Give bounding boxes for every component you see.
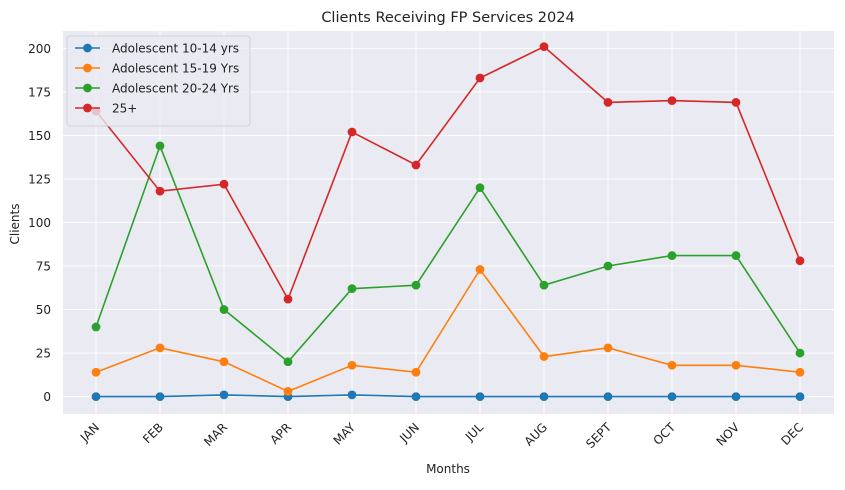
data-point: [347, 284, 357, 294]
legend-item: Adolescent 10-14 yrs: [75, 42, 239, 56]
legend-marker: [83, 43, 92, 53]
x-tick-label: MAR: [201, 420, 230, 449]
x-tick-label: FEB: [140, 420, 166, 446]
data-point: [155, 141, 165, 151]
data-point: [475, 392, 485, 401]
data-point: [219, 357, 229, 367]
data-point: [411, 280, 421, 290]
x-tick-label: SEPT: [583, 420, 614, 451]
data-point: [731, 360, 741, 370]
series-line: [95, 45, 801, 301]
data-point: [155, 343, 165, 353]
data-point: [795, 256, 805, 266]
data-point: [603, 392, 613, 401]
data-point: [219, 179, 229, 189]
data-point: [347, 390, 357, 400]
data-point: [283, 357, 293, 367]
y-axis-ticks: 0 25 50 75 100 125 150 175 200: [28, 42, 51, 404]
legend-marker: [83, 63, 92, 73]
x-axis-ticks: JAN FEB MAR APR MAY JUN JUL AUG SEPT OCT NOV DEC: [77, 420, 806, 452]
data-point: [347, 127, 357, 137]
data-point: [155, 186, 165, 196]
data-point: [539, 352, 549, 361]
x-tick-label: JUL: [462, 420, 486, 444]
data-point: [795, 367, 805, 377]
data-point: [603, 343, 613, 353]
data-point: [219, 390, 229, 400]
legend-label: 25+: [112, 102, 137, 116]
y-tick-label: 0: [43, 390, 51, 404]
data-point: [155, 392, 165, 401]
series-2: [91, 265, 805, 396]
data-point: [91, 392, 101, 401]
x-tick-label: AUG: [522, 420, 550, 448]
legend-marker: [83, 83, 92, 93]
legend: Adolescent 10-14 yrs Adolescent 15-19 Yrs…: [66, 35, 251, 127]
data-point: [475, 265, 485, 274]
data-point: [731, 97, 741, 107]
x-tick-label: NOV: [714, 420, 743, 449]
data-point: [283, 294, 293, 304]
data-point: [219, 305, 229, 314]
data-point: [475, 183, 485, 193]
data-point: [603, 97, 613, 107]
data-point: [411, 392, 421, 401]
data-point: [795, 348, 805, 358]
data-point: [475, 73, 485, 83]
x-tick-label: JAN: [77, 420, 102, 445]
data-point: [347, 360, 357, 370]
legend-item: 25+: [75, 102, 137, 116]
y-axis-label: Clients: [8, 204, 22, 245]
series-line: [95, 143, 801, 363]
x-tick-label: MAY: [331, 420, 359, 448]
legend-label: Adolescent 10-14 yrs: [112, 42, 239, 56]
data-point: [411, 367, 421, 377]
y-tick-label: 100: [28, 216, 51, 230]
data-point: [603, 261, 613, 271]
x-tick-label: JUN: [396, 420, 422, 446]
series-3: [91, 141, 805, 367]
data-point: [91, 322, 101, 332]
x-tick-label: OCT: [650, 420, 678, 448]
series-line: [96, 394, 800, 398]
x-tick-label: DEC: [778, 420, 806, 448]
chart-title: Clients Receiving FP Services 2024: [321, 10, 574, 26]
legend-label: Adolescent 15-19 Yrs: [112, 62, 239, 76]
data-point: [667, 251, 677, 260]
legend-label: Adolescent 20-24 Yrs: [112, 82, 239, 96]
data-point: [667, 96, 677, 106]
data-point: [731, 251, 741, 260]
data-point: [411, 160, 421, 170]
series-group: [91, 42, 805, 401]
legend-item: Adolescent 15-19 Yrs: [75, 62, 239, 76]
data-point: [795, 392, 805, 401]
y-tick-label: 25: [36, 347, 51, 361]
data-point: [91, 367, 101, 377]
legend-box: [66, 35, 251, 127]
data-point: [539, 280, 549, 290]
y-tick-label: 125: [28, 172, 51, 186]
legend-item: Adolescent 20-24 Yrs: [75, 82, 239, 96]
y-tick-label: 175: [28, 85, 51, 99]
data-point: [539, 392, 549, 401]
series-line: [95, 268, 801, 393]
legend-marker: [83, 103, 92, 113]
y-tick-label: 50: [36, 303, 51, 317]
y-tick-label: 75: [36, 260, 51, 274]
data-point: [539, 42, 549, 52]
series-4: [91, 42, 805, 304]
y-tick-label: 150: [28, 129, 51, 143]
data-point: [667, 360, 677, 370]
data-point: [731, 392, 741, 401]
data-point: [283, 386, 293, 396]
x-axis-label: Months: [426, 462, 470, 476]
x-tick-label: APR: [267, 420, 294, 447]
y-tick-label: 200: [28, 42, 51, 56]
data-point: [667, 392, 677, 401]
